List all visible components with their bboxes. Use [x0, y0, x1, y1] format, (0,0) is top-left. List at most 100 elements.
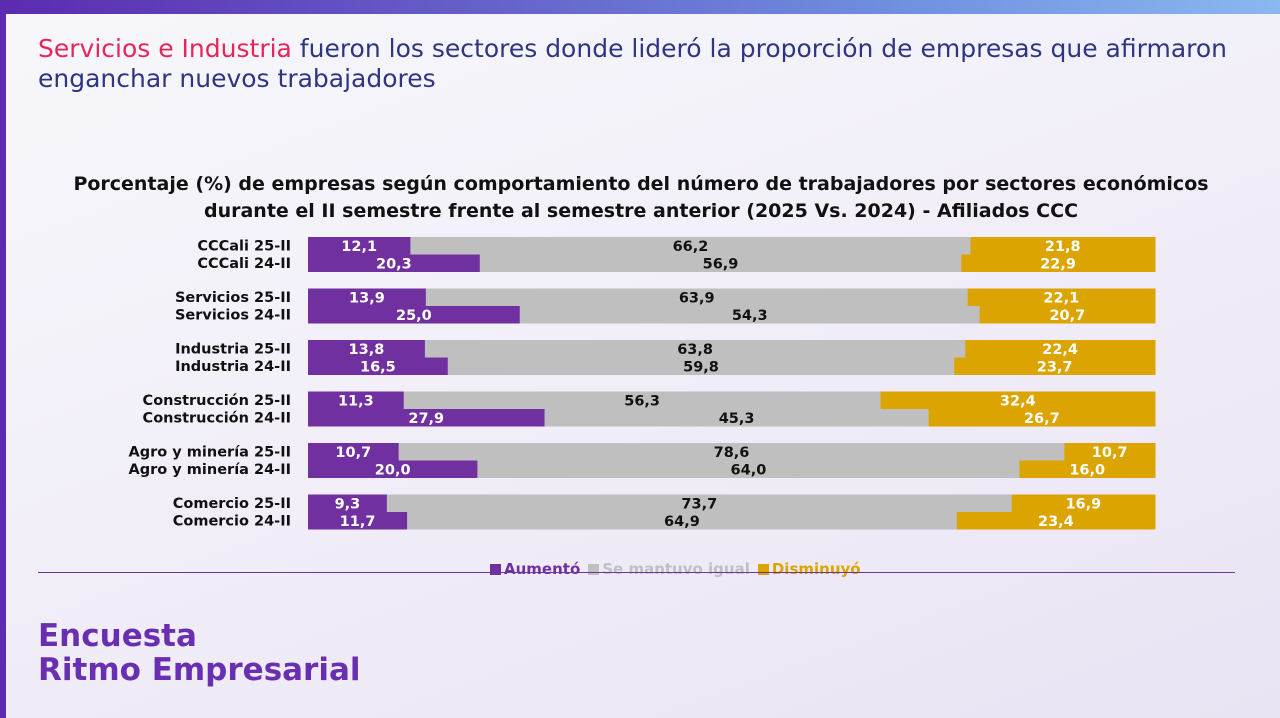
legend-swatch [757, 563, 769, 575]
data-label: 16,5 [360, 360, 396, 376]
legend-item-igual: Se mantuvo igual [588, 560, 750, 578]
bar-segment [1019, 460, 1156, 478]
bar-segment [967, 288, 1156, 306]
divider [38, 572, 1235, 573]
data-label: 66,2 [673, 239, 709, 255]
data-label: 73,7 [681, 497, 717, 513]
data-label: 11,3 [338, 394, 374, 410]
category-label: Comercio 24-II [173, 514, 291, 530]
bar-segment [979, 306, 1156, 324]
brand-logo: Encuesta Ritmo Empresarial [38, 619, 361, 687]
data-label: 64,9 [664, 514, 700, 530]
data-label: 54,3 [732, 308, 768, 324]
data-label: 9,3 [335, 497, 361, 513]
bar-segment [308, 306, 521, 324]
bar-segment [308, 340, 426, 358]
category-label: Construcción 24-II [143, 411, 291, 427]
bar-chart: CCCali 25-II 12,1 66,2 21,8 CCCali 24-II 20,3… [129, 237, 1156, 530]
data-label: 20,0 [375, 463, 411, 479]
bar-segment [1064, 443, 1156, 461]
bar-segment [407, 512, 958, 530]
legend-label: Disminuyó [771, 560, 861, 578]
slide: Servicios e Industria fueron los sectore… [6, 14, 1280, 718]
category-label: Servicios 25-II [175, 290, 291, 306]
data-label: 12,1 [341, 239, 377, 255]
bar-segment [928, 409, 1156, 427]
data-label: 13,8 [349, 342, 385, 358]
legend-label: Se mantuvo igual [602, 560, 750, 578]
bar-segment [410, 237, 972, 255]
bar-segment [880, 391, 1156, 409]
data-label: 32,4 [1000, 394, 1036, 410]
data-label: 16,9 [1065, 497, 1101, 513]
data-label: 27,9 [408, 411, 444, 427]
data-label: 56,3 [624, 394, 660, 410]
chart-title: Porcentaje (%) de empresas según comport… [73, 173, 1209, 222]
bar-segment [1011, 494, 1156, 512]
bar-segment [386, 494, 1013, 512]
data-label: 23,4 [1038, 514, 1074, 530]
data-label: 23,7 [1037, 360, 1073, 376]
bar-segment [954, 357, 1156, 375]
data-label: 22,1 [1043, 291, 1079, 307]
bar-segment [477, 460, 1020, 478]
data-label: 22,9 [1040, 257, 1076, 273]
data-label: 64,0 [731, 463, 767, 479]
bar-segment [403, 391, 882, 409]
bar-segment [308, 254, 481, 272]
data-label: 16,0 [1069, 463, 1105, 479]
legend: Aumentó Se mantuvo igual Disminuyó [490, 560, 861, 578]
headline: Servicios e Industria fueron los sectore… [38, 34, 1238, 94]
category-label: Agro y minería 25-II [129, 445, 291, 461]
category-label: Comercio 25-II [173, 496, 291, 512]
bar-segment [425, 288, 969, 306]
bar-segment [447, 357, 955, 375]
category-label: Agro y minería 24-II [129, 462, 291, 478]
bar-segment [970, 237, 1156, 255]
bar-segment [961, 254, 1156, 272]
category-label: Servicios 24-II [175, 308, 291, 324]
category-label: Industria 25-II [175, 342, 291, 358]
headline-highlight: Servicios e Industria [38, 34, 292, 63]
bar-segment [308, 409, 546, 427]
bar-segment [308, 357, 449, 375]
data-label: 20,7 [1049, 308, 1085, 324]
bar-segment [965, 340, 1156, 358]
brand-line2: Ritmo Empresarial [38, 652, 361, 688]
bar-segment [519, 306, 981, 324]
bar-segment [308, 460, 478, 478]
data-label: 22,4 [1042, 342, 1078, 358]
data-label: 63,8 [677, 342, 713, 358]
data-label: 26,7 [1024, 411, 1060, 427]
legend-swatch [490, 563, 501, 575]
category-label: CCCali 24-II [197, 256, 291, 272]
bar-segment [308, 443, 400, 461]
category-label: Industria 24-II [175, 359, 291, 375]
data-label: 56,9 [703, 257, 739, 273]
bar-segment [424, 340, 966, 358]
legend-label: Aumentó [504, 560, 581, 578]
bar-segment [544, 409, 930, 427]
data-label: 63,9 [679, 291, 715, 307]
category-label: CCCali 25-II [197, 239, 291, 255]
bar-segment [308, 391, 405, 409]
bar-segment [479, 254, 962, 272]
bar-segment [956, 512, 1156, 530]
data-label: 13,9 [349, 291, 385, 307]
legend-swatch [588, 563, 600, 575]
legend-item-disminuyo: Disminuyó [757, 560, 861, 578]
data-label: 25,0 [396, 308, 432, 324]
data-label: 20,3 [376, 257, 412, 273]
bar-segment [308, 512, 408, 530]
data-label: 45,3 [719, 411, 755, 427]
bar-segment [398, 443, 1065, 461]
data-label: 59,8 [683, 360, 719, 376]
legend-item-aumento: Aumentó [490, 560, 580, 578]
bar-segment [308, 288, 427, 306]
data-label: 10,7 [1092, 445, 1128, 461]
data-label: 78,6 [714, 445, 750, 461]
headline-rest: fueron los sectores donde lideró la prop… [38, 34, 1228, 93]
category-label: Construcción 25-II [143, 393, 291, 409]
data-label: 21,8 [1045, 239, 1081, 255]
data-label: 10,7 [335, 445, 371, 461]
